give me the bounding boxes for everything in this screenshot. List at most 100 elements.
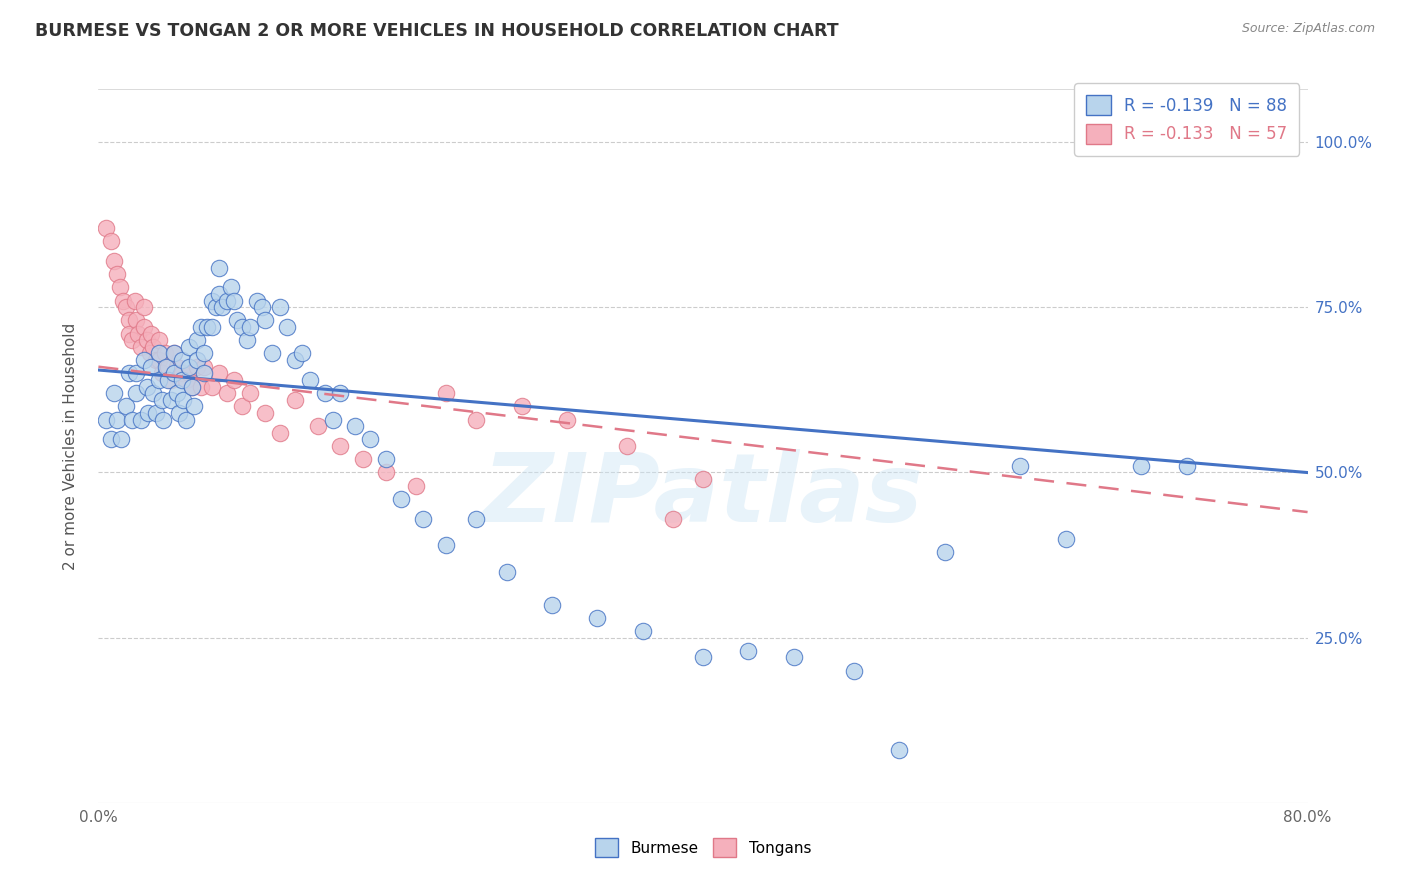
Point (844, 664, 866, 678)
Point (412, 511, 434, 525)
Point (239, 386, 262, 401)
Point (692, 472, 714, 486)
Point (141, 326, 163, 341)
Text: Source: ZipAtlas.com: Source: ZipAtlas.com (1241, 22, 1375, 36)
Point (389, 491, 412, 506)
Point (156, 373, 179, 387)
Point (110, 433, 132, 447)
Y-axis label: 2 or more Vehicles in Household: 2 or more Vehicles in Household (63, 322, 77, 570)
Point (167, 406, 190, 420)
Point (555, 412, 578, 426)
Point (111, 293, 134, 308)
Point (374, 466, 396, 480)
Point (193, 367, 215, 381)
Point (616, 439, 638, 453)
Point (221, 280, 243, 294)
Point (299, 373, 322, 387)
Point (201, 320, 224, 334)
Point (103, 386, 125, 401)
Point (150, 392, 173, 407)
Point (125, 386, 148, 401)
Point (174, 373, 197, 387)
Point (132, 320, 155, 334)
Point (269, 300, 291, 314)
Text: BURMESE VS TONGAN 2 OR MORE VEHICLES IN HOUSEHOLD CORRELATION CHART: BURMESE VS TONGAN 2 OR MORE VEHICLES IN … (35, 22, 839, 40)
Point (262, 346, 284, 360)
Point (190, 320, 212, 334)
Point (118, 326, 141, 341)
Point (142, 340, 165, 354)
Point (103, 254, 125, 268)
Point (183, 400, 205, 414)
Point (215, 293, 238, 308)
Point (125, 313, 148, 327)
Point (586, 611, 609, 625)
Point (540, 598, 562, 612)
Point (934, 545, 956, 559)
Point (737, 644, 759, 658)
Point (344, 419, 367, 434)
Point (118, 313, 141, 327)
Text: ZIPatlas: ZIPatlas (482, 450, 924, 542)
Point (253, 313, 276, 327)
Point (114, 300, 136, 314)
Point (155, 359, 177, 374)
Point (231, 400, 253, 414)
Point (94, 412, 117, 426)
Point (124, 293, 146, 308)
Point (1010, 458, 1032, 473)
Point (224, 293, 246, 308)
Point (172, 392, 194, 407)
Point (156, 359, 179, 374)
Point (118, 367, 141, 381)
Point (352, 452, 374, 467)
Point (360, 433, 382, 447)
Point (148, 333, 170, 347)
Point (160, 392, 183, 407)
Point (1130, 458, 1153, 473)
Point (235, 333, 257, 347)
Point (314, 386, 336, 401)
Point (284, 353, 307, 368)
Point (139, 346, 162, 360)
Legend: Burmese, Tongans: Burmese, Tongans (589, 832, 817, 863)
Point (150, 367, 173, 381)
Point (136, 406, 159, 420)
Point (190, 379, 212, 393)
Point (211, 300, 233, 314)
Point (114, 400, 136, 414)
Point (105, 412, 128, 426)
Point (135, 333, 157, 347)
Point (148, 346, 170, 360)
Point (100, 234, 122, 248)
Point (1175, 458, 1198, 473)
Point (166, 359, 188, 374)
Point (179, 340, 201, 354)
Point (291, 346, 314, 360)
Point (465, 412, 488, 426)
Point (276, 320, 298, 334)
Point (208, 260, 231, 275)
Point (132, 300, 155, 314)
Point (215, 386, 238, 401)
Point (166, 386, 188, 401)
Point (145, 406, 167, 420)
Point (186, 333, 208, 347)
Point (163, 346, 186, 360)
Point (135, 379, 157, 393)
Point (226, 313, 249, 327)
Point (94, 221, 117, 235)
Point (145, 353, 167, 368)
Point (141, 359, 163, 374)
Point (374, 452, 396, 467)
Point (201, 293, 224, 308)
Point (129, 412, 152, 426)
Point (181, 379, 204, 393)
Point (152, 412, 174, 426)
Point (181, 379, 204, 393)
Point (246, 293, 269, 308)
Point (193, 346, 215, 360)
Point (208, 287, 231, 301)
Point (170, 367, 193, 381)
Point (121, 412, 143, 426)
